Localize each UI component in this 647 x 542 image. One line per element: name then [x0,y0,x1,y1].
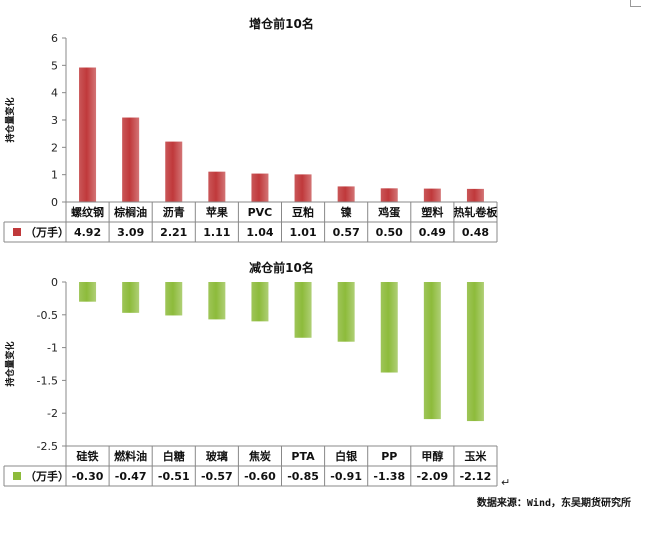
bottom-y-tick-label: -0.5 [37,309,58,322]
top-y-tick-label: 1 [51,169,58,182]
top-value-label: 3.09 [117,226,144,239]
top-bar [294,174,312,202]
top-category-label: 豆粕 [292,205,314,219]
top-category-label: 镍 [341,205,352,219]
bottom-y-tick-label: -2.5 [37,440,58,453]
top-chart-title: 增仓前10名 [249,16,314,31]
bottom-bar [165,282,183,316]
top-bar [423,188,441,202]
top-value-label: 2.21 [160,226,187,239]
bottom-value-label: -0.60 [244,470,276,483]
bottom-value-label: -0.91 [330,470,362,483]
top-bar [79,67,97,203]
top-y-tick-label: 3 [51,114,58,127]
top-y-tick-label: 0 [51,196,58,209]
bottom-y-tick-label: -2 [47,407,58,420]
top-value-label: 1.04 [246,226,273,239]
bottom-bar [122,282,140,313]
bottom-y-tick-label: 0 [51,276,58,289]
top-category-label: 螺纹钢 [71,205,104,219]
corner-mark [630,0,641,7]
top-category-label: PVC [248,206,273,219]
top-y-axis-label: 持仓量变化 [4,97,16,142]
top-category-label: 鸡蛋 [377,205,401,219]
source-note: 数据来源：Wind，东吴期货研究所 [476,498,631,509]
bottom-category-label: 燃料油 [113,449,147,463]
bottom-bar [208,282,226,320]
bottom-category-label: PTA [291,450,315,463]
return-mark: ↵ [501,476,510,489]
bottom-legend-label: （万手） [25,469,69,483]
bottom-value-label: -2.09 [416,470,448,483]
top-category-label: 热轧卷板 [453,205,498,219]
top-y-tick-label: 2 [51,141,58,154]
top-bar [251,173,269,202]
bottom-value-label: -0.47 [115,470,147,483]
top-bar [165,141,183,202]
bottom-bar [337,282,355,342]
top-legend-label: （万手） [25,225,69,239]
bottom-category-label: 白糖 [163,449,185,463]
bottom-category-label: PP [381,450,397,463]
top-value-label: 0.57 [333,226,360,239]
bottom-category-label: 硅铁 [77,449,99,463]
bottom-chart-title: 减仓前10名 [249,260,314,275]
bottom-bar [380,282,398,373]
bottom-bar [79,282,97,302]
bottom-value-label: -0.57 [201,470,233,483]
top-value-label: 1.11 [203,226,230,239]
bottom-y-tick-label: -1.5 [37,374,58,387]
top-category-label: 塑料 [421,205,443,219]
top-bar [380,188,398,202]
top-value-label: 0.49 [419,226,446,239]
top-value-label: 4.92 [74,226,101,239]
bottom-y-tick-label: -1 [47,342,58,355]
top-bar [337,186,355,202]
bottom-category-label: 焦炭 [248,449,271,463]
top-category-label: 苹果 [206,205,228,219]
top-category-label: 棕榈油 [113,205,147,219]
top-bar [208,171,226,202]
bottom-legend-swatch [13,472,21,480]
bottom-bar [294,282,312,338]
bottom-value-label: -1.38 [373,470,405,483]
bottom-category-label: 玻璃 [206,449,228,463]
top-category-label: 沥青 [163,205,185,219]
top-y-tick-label: 5 [51,59,58,72]
top-bar [122,117,140,202]
bottom-category-label: 白银 [335,449,358,463]
top-value-label: 0.48 [462,226,489,239]
bottom-category-label: 甲醇 [421,449,443,463]
bottom-bar [466,282,484,422]
bottom-value-label: -2.12 [460,470,492,483]
top-y-tick-label: 4 [51,87,58,100]
top-y-tick-label: 6 [51,32,58,45]
bottom-value-label: -0.85 [287,470,319,483]
bottom-value-label: -0.51 [158,470,190,483]
bottom-bar [251,282,269,322]
top-bar [466,188,484,202]
bottom-y-axis-label: 持仓量变化 [4,341,16,386]
bottom-value-label: -0.30 [72,470,104,483]
bottom-category-label: 玉米 [464,449,487,463]
bottom-bar [423,282,441,420]
top-value-label: 0.50 [376,226,403,239]
top-legend-swatch [13,228,21,236]
top-value-label: 1.01 [289,226,316,239]
